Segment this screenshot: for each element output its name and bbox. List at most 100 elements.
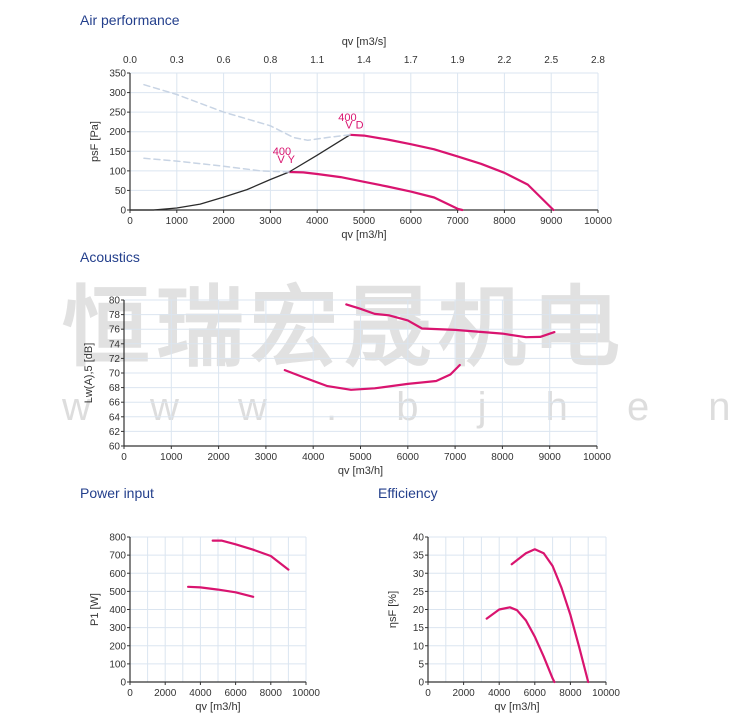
x2-tick-label: 2.2 [497,55,511,66]
x-axis-label: qv [m3/h] [341,229,386,241]
chart-efficiency: Efficiency 0 2000 4000 6000 8000 10000 0 5 10 15 20… [378,485,620,713]
y-tick-label: 200 [109,127,126,138]
series-line-400-vd [345,303,556,339]
y-tick-label: 0 [120,206,126,217]
x2-tick-label: 1.1 [310,55,324,66]
x-tick-label: 3000 [255,452,278,463]
y-tick-label: 600 [109,569,126,580]
x-tick-label: 2000 [207,452,230,463]
x-tick-label: 2000 [452,688,475,699]
x-tick-label: 6000 [224,688,247,699]
x2-tick-label: 0.3 [170,55,184,66]
y-tick-label: 800 [109,533,126,544]
y-axis-label: ηsF [%] [387,591,399,628]
y-tick-label: 250 [109,108,126,119]
x-tick-label: 0 [127,688,133,699]
chart-power: Power input 0 2000 4000 6000 8000 10000 0 100 200… [80,485,320,713]
y-tick-label: 10 [413,641,425,652]
x2-axis-label: qv [m3/s] [342,36,387,48]
x-tick-label: 6000 [400,216,423,227]
series-line-400-vy [485,606,556,684]
y-tick-label: 40 [413,533,425,544]
y-tick-label: 66 [109,398,121,409]
y-tick-label: 64 [109,412,121,423]
x-axis-label: qv [m3/h] [338,465,383,477]
y-tick-label: 350 [109,69,126,80]
y-tick-label: 0 [120,678,126,689]
x-tick-label: 2000 [154,688,177,699]
series-line-vy-stall [143,157,290,173]
y-tick-label: 0 [418,678,424,689]
series-line-400-vd [348,133,555,212]
y-tick-label: 300 [109,623,126,634]
curve-label: V Y [277,154,295,166]
x-tick-label: 1000 [160,452,183,463]
y-tick-label: 50 [115,186,127,197]
curve-label: V D [345,120,363,132]
x-tick-label: 10000 [583,452,611,463]
x-tick-label: 0 [127,216,133,227]
x-tick-label: 10000 [592,688,620,699]
x-tick-label: 9000 [540,216,563,227]
x-tick-label: 6000 [524,688,547,699]
x-tick-label: 2000 [212,216,235,227]
y-tick-label: 76 [109,325,121,336]
y-tick-label: 35 [413,551,425,562]
x-tick-label: 7000 [444,452,467,463]
x2-tick-label: 0.8 [263,55,277,66]
x-tick-label: 3000 [259,216,282,227]
y-tick-label: 30 [413,569,425,580]
x-tick-label: 0 [121,452,127,463]
x-tick-label: 8000 [559,688,582,699]
y-tick-label: 74 [109,339,121,350]
x-axis-label: qv [m3/h] [195,701,240,713]
x-tick-label: 4000 [488,688,511,699]
y-tick-label: 70 [109,369,121,380]
x-tick-label: 1000 [166,216,189,227]
y-tick-label: 25 [413,587,425,598]
series-line-400-vd [211,539,290,571]
y-tick-label: 62 [109,427,121,438]
y-axis-label: Lw(A),5 [dB] [83,343,95,404]
x2-tick-label: 2.8 [591,55,605,66]
x-axis-label: qv [m3/h] [494,701,539,713]
y-tick-label: 72 [109,354,121,365]
y-tick-label: 5 [418,659,424,670]
y-tick-label: 500 [109,587,126,598]
x-tick-label: 10000 [584,216,612,227]
x2-tick-label: 0.6 [217,55,231,66]
y-axis-label: psF [Pa] [89,121,101,162]
y-tick-label: 15 [413,623,425,634]
y-tick-label: 300 [109,88,126,99]
watermark: 恒瑞宏晟机电 w w w . b j h e n g r u i . c n [61,278,750,429]
x-tick-label: 4000 [189,688,212,699]
y-tick-label: 20 [413,605,425,616]
series-line-vd-stall [143,83,351,142]
watermark-chinese: 恒瑞宏晟机电 [62,278,626,377]
y-tick-label: 60 [109,442,121,453]
x-tick-label: 5000 [349,452,372,463]
x-tick-label: 8000 [491,452,514,463]
x-tick-label: 7000 [446,216,469,227]
chart-title: Efficiency [378,485,438,501]
y-tick-label: 700 [109,551,126,562]
series-line-400-vy [283,363,461,391]
series-line-400-vy [187,585,255,598]
y-tick-label: 78 [109,310,121,321]
x-tick-label: 8000 [260,688,283,699]
chart-title: Power input [80,485,154,501]
y-tick-label: 200 [109,641,126,652]
watermark-url: w w w . b j h e n g r u i . c n [61,385,750,429]
series-line-400-vy [288,170,464,212]
y-tick-label: 68 [109,383,121,394]
x-tick-label: 4000 [306,216,329,227]
x2-tick-label: 1.4 [357,55,371,66]
x2-tick-label: 2.5 [544,55,558,66]
chart-acoustics: Acoustics 0 1000 2000 3000 4000 5000 6000 7000 80… [80,249,611,477]
curve-label: 400 [338,112,356,124]
x2-tick-label: 0.0 [123,55,137,66]
x-tick-label: 8000 [493,216,516,227]
y-tick-label: 150 [109,147,126,158]
